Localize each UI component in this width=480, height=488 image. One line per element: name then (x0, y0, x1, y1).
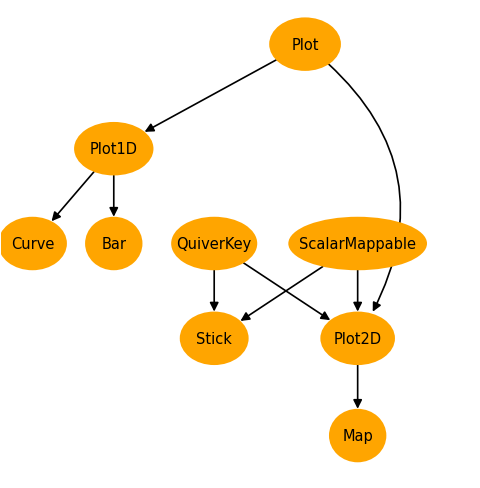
Ellipse shape (328, 409, 385, 462)
Ellipse shape (85, 217, 142, 271)
FancyArrowPatch shape (146, 61, 276, 132)
FancyArrowPatch shape (53, 172, 94, 221)
Text: Curve: Curve (11, 237, 54, 251)
Text: Bar: Bar (101, 237, 126, 251)
Ellipse shape (269, 19, 340, 72)
FancyArrowPatch shape (243, 264, 328, 320)
FancyArrowPatch shape (328, 65, 400, 310)
Text: QuiverKey: QuiverKey (176, 237, 252, 251)
FancyArrowPatch shape (241, 267, 322, 320)
Text: Stick: Stick (196, 331, 232, 346)
Text: Plot1D: Plot1D (90, 142, 137, 157)
Text: Map: Map (342, 428, 372, 443)
Text: Plot: Plot (291, 38, 318, 53)
Ellipse shape (0, 217, 67, 271)
Ellipse shape (74, 122, 153, 176)
Ellipse shape (180, 312, 248, 366)
Text: ScalarMappable: ScalarMappable (299, 237, 415, 251)
FancyArrowPatch shape (210, 271, 217, 310)
FancyArrowPatch shape (110, 176, 117, 216)
FancyArrowPatch shape (353, 271, 360, 310)
FancyArrowPatch shape (353, 366, 360, 407)
Ellipse shape (288, 217, 426, 271)
Ellipse shape (171, 217, 257, 271)
Ellipse shape (320, 312, 394, 366)
Text: Plot2D: Plot2D (333, 331, 381, 346)
